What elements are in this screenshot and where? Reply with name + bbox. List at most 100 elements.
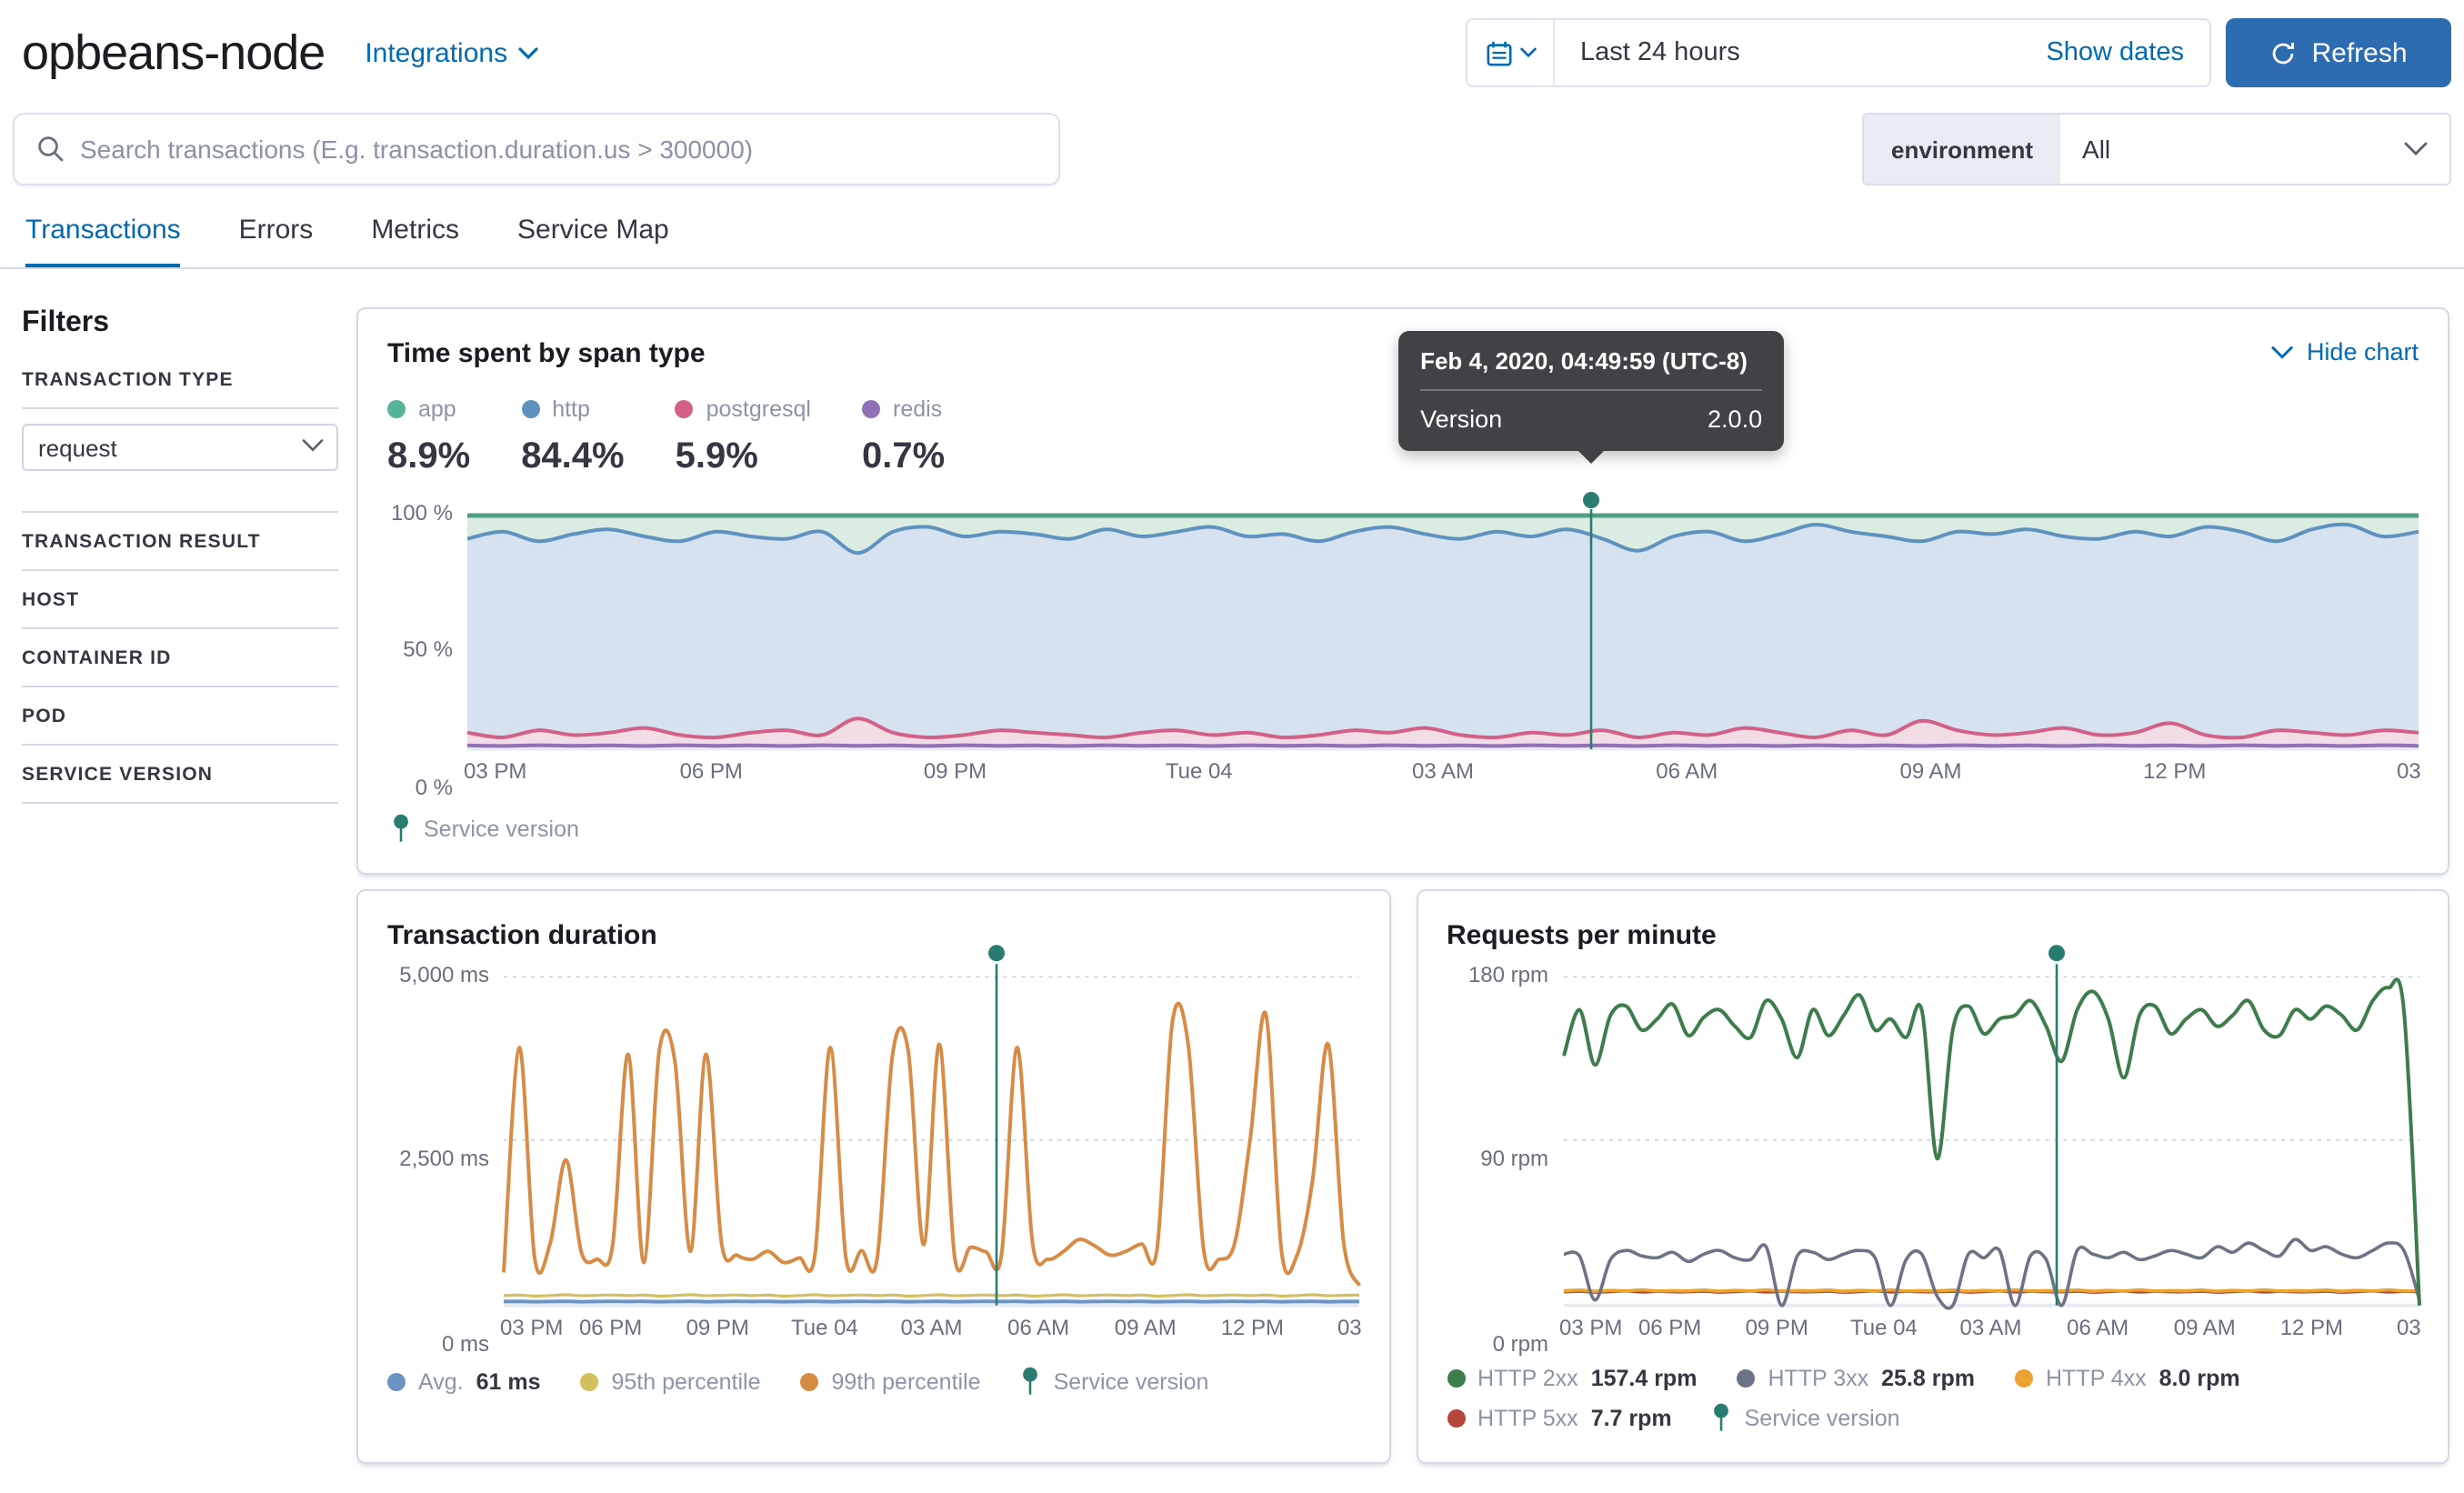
show-dates-link[interactable]: Show dates [2046,38,2184,67]
x-tick: 12 PM [2143,758,2207,784]
x-tick: 09 AM [2173,1315,2236,1340]
requests-per-minute-chart[interactable]: 03 PM 06 PM 09 PM Tue 04 03 AM 06 AM 09 AM 12 P… [1559,945,2421,1344]
y-axis-labels: 100 % 50 % 0 % [387,500,467,800]
postgresql-percent: 5.9% [675,436,758,476]
environment-value: All [2082,135,2111,164]
filter-pod-label: POD [22,706,67,727]
content: Filters TRANSACTION TYPE request TRANSAC… [0,269,2464,1464]
transaction-duration-panel: Transaction duration 5,000 ms 2,500 ms 0… [356,889,1390,1464]
x-tick: 12 PM [1220,1315,1285,1340]
search-row: environment All [0,98,2464,185]
x-tick: Tue 04 [1165,758,1233,784]
calendar-icon [1486,40,1511,65]
environment-select[interactable]: All [2060,115,2449,184]
tab-metrics[interactable]: Metrics [371,215,459,245]
main-panels: Time spent by span type Hide chart app 8… [356,307,2449,1464]
time-range-value[interactable]: Last 24 hours [1580,38,1740,67]
header: opbeans-node Integrations Last 24 hours … [0,0,2464,98]
requests-per-minute-title: Requests per minute [1447,920,1717,951]
chevron-down-icon [302,439,324,452]
x-tick: 03 AM [1411,758,1475,784]
x-tick: 06 AM [2067,1315,2129,1340]
service-version-pin-icon [1714,1403,1729,1431]
y-tick: 0 ms [441,1331,489,1357]
legend-http-3xx[interactable]: HTTP 3xx 25.8 rpm [1737,1366,1975,1391]
divider [22,569,338,571]
x-axis-labels: 03 PM 06 PM 09 PM Tue 04 03 AM 06 AM 09 AM 12 P… [1559,1315,2421,1344]
y-tick: 180 rpm [1467,962,1548,987]
tab-errors[interactable]: Errors [238,215,314,245]
legend-99th-percentile[interactable]: 99th percentile [800,1368,981,1394]
service-version-legend[interactable]: Service version [1021,1366,1208,1397]
span-type-legend: app 8.9% http 84.4% postgresql 5.9% redi… [387,396,2419,487]
divider [22,627,338,629]
transaction-duration-title: Transaction duration [387,920,657,951]
transaction-duration-chart[interactable]: 03 PM 06 PM 09 PM Tue 04 03 AM 06 AM 09 AM 12 P… [500,945,1362,1344]
filters-sidebar: Filters TRANSACTION TYPE request TRANSAC… [22,307,342,804]
legend-dot [862,400,880,418]
legend-http[interactable]: http 84.4% [521,396,625,476]
tooltip-version-value: 2.0.0 [1708,406,1763,433]
time-spent-title: Time spent by span type [387,338,706,369]
legend-http-5xx[interactable]: HTTP 5xx 7.7 rpm [1447,1405,1672,1430]
tab-bar: Transactions Errors Metrics Service Map [0,189,2464,269]
service-version-pin-icon [1023,1367,1038,1395]
chevron-down-icon [2404,142,2428,155]
tab-transactions[interactable]: Transactions [25,215,181,267]
legend-dot [1447,1408,1465,1427]
legend-postgresql[interactable]: postgresql 5.9% [675,396,811,476]
x-tick: Tue 04 [1849,1315,1918,1340]
filter-transaction-type-label: TRANSACTION TYPE [22,369,234,391]
refresh-label: Refresh [2311,37,2408,68]
tab-service-map[interactable]: Service Map [517,215,669,245]
x-tick: 09 PM [1745,1315,1808,1340]
legend-http-2xx[interactable]: HTTP 2xx 157.4 rpm [1447,1366,1697,1391]
x-tick: 03 PM [464,758,527,784]
environment-filter[interactable]: environment All [1862,113,2451,185]
search-icon [38,136,64,162]
service-version-legend[interactable]: Service version [391,813,579,844]
refresh-icon [2273,42,2295,64]
legend-95th-percentile[interactable]: 95th percentile [580,1368,761,1394]
y-tick: 5,000 ms [399,962,489,987]
divider [22,744,338,746]
redis-percent: 0.7% [862,436,946,476]
transaction-type-select[interactable]: request [22,424,338,471]
quick-select-button[interactable] [1467,20,1555,85]
hide-chart-link[interactable]: Hide chart [2272,338,2419,366]
legend-app[interactable]: app 8.9% [387,396,471,476]
hide-chart-label: Hide chart [2306,338,2419,366]
chevron-down-icon [2272,345,2294,358]
x-axis-labels: 03 PM 06 PM 09 PM Tue 04 03 AM 06 AM 09 AM 12 P… [464,758,2421,787]
divider [22,686,338,687]
app-percent: 8.9% [387,436,471,476]
x-axis-labels: 03 PM 06 PM 09 PM Tue 04 03 AM 06 AM 09 AM 12 P… [500,1315,1362,1344]
legend-avg[interactable]: Avg. 61 ms [387,1368,541,1394]
refresh-button[interactable]: Refresh [2226,18,2451,87]
x-tick: 12 PM [2279,1315,2344,1340]
divider [22,407,338,409]
http-percent: 84.4% [521,436,625,476]
service-version-legend[interactable]: Service version [1712,1402,1900,1433]
legend-redis[interactable]: redis 0.7% [862,396,946,476]
filter-host-label: HOST [22,589,80,611]
search-box [13,113,1060,185]
legend-dot [1737,1369,1756,1388]
page-title: opbeans-node [22,25,326,79]
x-tick: 06 AM [1656,758,1718,784]
integrations-dropdown[interactable]: Integrations [365,37,538,68]
y-tick: 50 % [403,636,453,661]
transaction-type-value: request [38,434,117,461]
y-tick: 0 % [415,775,453,800]
legend-dot [387,400,406,418]
filters-title: Filters [22,307,110,338]
date-picker: Last 24 hours Show dates [1466,18,2211,87]
divider [22,511,338,513]
x-tick: Tue 04 [790,1315,858,1340]
divider [22,802,338,804]
span-type-chart[interactable]: 03 PM 06 PM 09 PM Tue 04 03 AM 06 AM 09 AM 12 P… [464,492,2421,787]
search-input[interactable] [80,135,1037,164]
filter-service-version-label: SERVICE VERSION [22,764,214,786]
legend-http-4xx[interactable]: HTTP 4xx 8.0 rpm [2014,1366,2240,1391]
legend-dot [675,400,694,418]
